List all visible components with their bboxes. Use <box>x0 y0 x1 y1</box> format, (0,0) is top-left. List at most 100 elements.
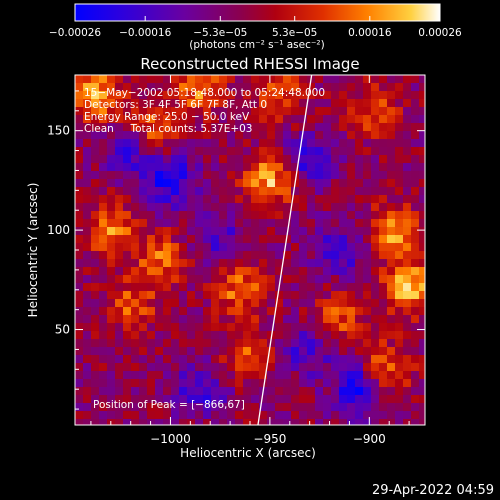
heatmap-cell <box>139 107 148 116</box>
heatmap-cell <box>227 107 236 116</box>
heatmap-cell <box>411 403 420 412</box>
heatmap-cell <box>155 123 164 132</box>
heatmap-cell <box>163 395 172 404</box>
heatmap-cell <box>75 331 84 340</box>
heatmap-cell <box>131 227 140 236</box>
heatmap-cell <box>179 395 188 404</box>
heatmap-cell <box>139 299 148 308</box>
heatmap-cell <box>147 203 156 212</box>
heatmap-cell <box>123 395 132 404</box>
heatmap-cell <box>251 323 260 332</box>
heatmap-cell <box>283 251 292 260</box>
heatmap-cell <box>411 347 420 356</box>
heatmap-cell <box>75 363 84 372</box>
heatmap-cell <box>131 267 140 276</box>
heatmap-cell <box>403 363 412 372</box>
heatmap-cell <box>139 323 148 332</box>
heatmap-cell <box>363 179 372 188</box>
heatmap-cell <box>227 403 236 412</box>
heatmap-cell <box>355 331 364 340</box>
heatmap-cell <box>227 259 236 268</box>
heatmap-cell <box>171 299 180 308</box>
heatmap-cell <box>211 147 220 156</box>
heatmap-cell <box>99 179 108 188</box>
heatmap-cell <box>179 243 188 252</box>
heatmap-cell <box>235 123 244 132</box>
heatmap-cell <box>371 259 380 268</box>
heatmap-cell <box>251 243 260 252</box>
heatmap-cell <box>203 123 212 132</box>
heatmap-cell <box>115 411 124 420</box>
heatmap-cell <box>339 75 348 84</box>
heatmap-cell <box>155 211 164 220</box>
heatmap-cell <box>163 139 172 148</box>
colorbar-tick-label: −0.00016 <box>119 27 172 39</box>
heatmap-cell <box>139 83 148 92</box>
heatmap-cell <box>331 107 340 116</box>
heatmap-cell <box>91 83 100 92</box>
heatmap-cell <box>83 283 92 292</box>
heatmap-cell <box>331 83 340 92</box>
heatmap-cell <box>147 171 156 180</box>
heatmap-cell <box>395 195 404 204</box>
heatmap-cell <box>75 403 84 412</box>
heatmap-cell <box>403 331 412 340</box>
heatmap-cell <box>99 99 108 108</box>
heatmap-cell <box>99 283 108 292</box>
heatmap-cell <box>283 99 292 108</box>
heatmap-cell <box>171 91 180 100</box>
heatmap-cell <box>235 355 244 364</box>
heatmap-cell <box>131 155 140 164</box>
heatmap-cell <box>147 307 156 316</box>
heatmap-cell <box>267 179 276 188</box>
heatmap-cell <box>243 123 252 132</box>
heatmap-cell <box>251 251 260 260</box>
heatmap-cell <box>211 131 220 140</box>
heatmap-cell <box>283 291 292 300</box>
heatmap-cell <box>387 211 396 220</box>
heatmap-cell <box>347 99 356 108</box>
heatmap-cell <box>363 275 372 284</box>
heatmap-cell <box>171 347 180 356</box>
heatmap-cell <box>147 227 156 236</box>
heatmap-cell <box>147 347 156 356</box>
heatmap-cell <box>307 83 316 92</box>
heatmap-cell <box>211 171 220 180</box>
heatmap-cell <box>139 403 148 412</box>
heatmap-cell <box>243 339 252 348</box>
heatmap-cell <box>99 259 108 268</box>
heatmap-cell <box>267 315 276 324</box>
heatmap-cell <box>211 339 220 348</box>
heatmap-cell <box>363 75 372 84</box>
heatmap-cell <box>227 131 236 140</box>
heatmap-cell <box>371 419 380 425</box>
heatmap-cell <box>323 211 332 220</box>
heatmap-cell <box>235 155 244 164</box>
heatmap-cell <box>219 123 228 132</box>
heatmap-cell <box>323 155 332 164</box>
heatmap-cell <box>395 171 404 180</box>
heatmap-cell <box>171 99 180 108</box>
heatmap-cell <box>339 139 348 148</box>
heatmap-cell <box>123 163 132 172</box>
heatmap-cell <box>219 387 228 396</box>
heatmap-cell <box>395 275 404 284</box>
heatmap-cell <box>179 115 188 124</box>
heatmap-cell <box>123 227 132 236</box>
heatmap-cell <box>299 403 308 412</box>
heatmap-cell <box>251 219 260 228</box>
heatmap-cell <box>123 331 132 340</box>
heatmap-cell <box>235 243 244 252</box>
heatmap-cell <box>403 347 412 356</box>
heatmap-cell <box>219 419 228 425</box>
heatmap-cell <box>395 227 404 236</box>
heatmap-cell <box>299 99 308 108</box>
heatmap-cell <box>347 203 356 212</box>
heatmap-cell <box>371 99 380 108</box>
heatmap-cell <box>299 339 308 348</box>
heatmap-cell <box>299 371 308 380</box>
heatmap-cell <box>315 267 324 276</box>
heatmap-cell <box>403 107 412 116</box>
heatmap-cell <box>395 139 404 148</box>
heatmap-cell <box>299 355 308 364</box>
